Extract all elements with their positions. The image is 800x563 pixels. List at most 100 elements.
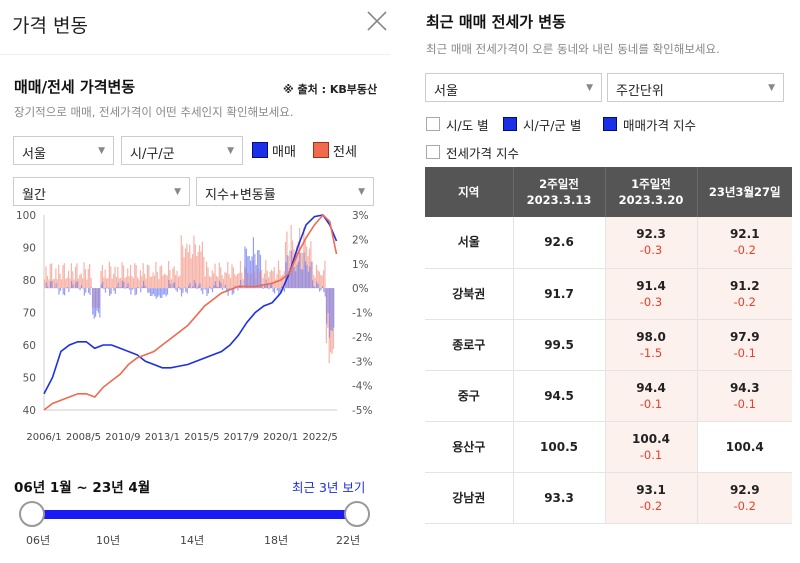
legend-swatch-sale[interactable] bbox=[252, 142, 268, 158]
sale-change-bar bbox=[214, 281, 216, 289]
sale-change-bar bbox=[323, 288, 325, 293]
jeonse-change-bar bbox=[198, 245, 201, 289]
table-row[interactable]: 강북권 91.7 91.4 -0.3 91.2 -0.2 bbox=[425, 268, 792, 320]
sale-change-bar bbox=[240, 279, 242, 289]
jeonse-change-bar bbox=[268, 277, 270, 289]
y-right-tick-label: -4% bbox=[352, 381, 372, 393]
table-header: 2주일전 2023.3.13 bbox=[512, 167, 605, 217]
jeonse-change-bar bbox=[167, 261, 170, 289]
checkbox-by-district[interactable] bbox=[503, 117, 517, 131]
sale-change-bar bbox=[161, 288, 163, 299]
district-select[interactable]: 시/구/군 ▼ bbox=[121, 136, 243, 165]
recent-title: 최근 매매 전세가 변동 bbox=[426, 13, 566, 31]
sale-change-bar bbox=[220, 282, 222, 289]
sale-change-bar bbox=[292, 261, 294, 289]
change-current: -0.1 bbox=[733, 345, 756, 360]
header-2w-date: 2023.3.13 bbox=[526, 193, 592, 207]
slider-track[interactable] bbox=[32, 510, 357, 519]
cell-1w: 93.1 -0.2 bbox=[604, 472, 697, 524]
jeonse-change-bar bbox=[70, 263, 72, 289]
sale-change-bar bbox=[90, 287, 92, 289]
sale-change-bar bbox=[104, 288, 107, 293]
jeonse-change-bar bbox=[120, 277, 122, 289]
value-1w: 94.4 bbox=[636, 380, 666, 395]
header-1w-date: 2023.3.20 bbox=[618, 193, 684, 207]
sale-change-bar bbox=[262, 288, 264, 289]
jeonse-change-bar bbox=[49, 264, 51, 289]
jeonse-change-bar bbox=[263, 273, 265, 289]
recent-3-years-link[interactable]: 최근 3년 보기 bbox=[292, 480, 366, 495]
checkbox-by-province[interactable] bbox=[426, 117, 440, 131]
checkbox-jeonse-index[interactable] bbox=[426, 145, 440, 159]
y-left-tick-label: 80 bbox=[23, 275, 36, 287]
jeonse-change-bar bbox=[182, 245, 184, 289]
sale-change-bar bbox=[51, 281, 53, 289]
sale-change-bar bbox=[303, 252, 305, 289]
recent-region-select[interactable]: 서울 ▼ bbox=[425, 73, 602, 102]
close-icon[interactable] bbox=[366, 10, 390, 34]
y-right-tick-label: 1% bbox=[352, 259, 369, 271]
sale-change-bar bbox=[166, 288, 169, 295]
sale-change-bar bbox=[319, 288, 321, 292]
sale-change-bar bbox=[96, 288, 98, 311]
table-row[interactable]: 용산구 100.5 100.4 -0.1 100.4 bbox=[425, 421, 792, 473]
table-row[interactable]: 서울 92.6 92.3 -0.3 92.1 -0.2 bbox=[425, 217, 792, 269]
jeonse-change-bar bbox=[127, 268, 129, 289]
change-1w: -0.2 bbox=[639, 498, 663, 513]
metric-select[interactable]: 지수+변동률 ▼ bbox=[196, 177, 374, 206]
sale-change-bar bbox=[59, 288, 61, 291]
recent-subtitle: 최근 매매 전세가격이 오른 동네와 내린 동네를 확인해보세요. bbox=[426, 42, 720, 56]
checkbox-by-province-label: 시/도 별 bbox=[446, 118, 489, 133]
slider-start-handle[interactable] bbox=[19, 501, 45, 527]
jeonse-change-bar bbox=[179, 275, 181, 289]
jeonse-change-bar bbox=[215, 275, 218, 289]
source-label: ※ 출처 : KB부동산 bbox=[283, 83, 378, 96]
jeonse-change-bar bbox=[170, 279, 173, 289]
sale-change-bar bbox=[82, 288, 84, 289]
checkbox-sale-index-label: 매매가격 지수 bbox=[623, 118, 696, 133]
recent-period-select[interactable]: 주간단위 ▼ bbox=[607, 73, 784, 102]
sale-change-bar bbox=[333, 288, 335, 328]
sale-change-bar bbox=[183, 287, 185, 289]
chevron-down-icon: ▼ bbox=[768, 83, 775, 93]
sale-change-bar bbox=[113, 288, 115, 291]
jeonse-change-bar bbox=[166, 275, 168, 289]
jeonse-change-bar bbox=[173, 266, 175, 289]
jeonse-change-bar bbox=[87, 268, 89, 289]
jeonse-change-bar bbox=[129, 264, 132, 289]
region-select[interactable]: 서울 ▼ bbox=[13, 136, 114, 165]
value-2w: 99.5 bbox=[544, 337, 574, 352]
slider-end-handle[interactable] bbox=[344, 501, 370, 527]
jeonse-change-bar bbox=[132, 278, 134, 289]
jeonse-change-bar bbox=[184, 248, 187, 289]
value-2w: 93.3 bbox=[544, 490, 574, 505]
sale-change-bar bbox=[120, 287, 122, 289]
table-row[interactable]: 중구 94.5 94.4 -0.1 94.3 -0.1 bbox=[425, 370, 792, 422]
sale-change-bar bbox=[135, 288, 138, 295]
chevron-down-icon: ▼ bbox=[586, 83, 593, 93]
checkbox-sale-index[interactable] bbox=[603, 117, 617, 131]
table-row[interactable]: 강남권 93.3 93.1 -0.2 92.9 -0.2 bbox=[425, 472, 792, 524]
cell-2w: 93.3 bbox=[512, 472, 605, 524]
checkbox-jeonse-index-label: 전세가격 지수 bbox=[446, 146, 519, 161]
sale-change-bar bbox=[89, 288, 91, 295]
sale-change-bar bbox=[227, 288, 229, 296]
table-row[interactable]: 종로구 99.5 98.0 -1.5 97.9 -0.1 bbox=[425, 319, 792, 371]
slider-year-label: 10년 bbox=[96, 534, 121, 547]
legend-swatch-jeonse[interactable] bbox=[313, 142, 329, 158]
jeonse-change-bar bbox=[214, 263, 216, 289]
jeonse-change-bar bbox=[141, 275, 143, 289]
jeonse-change-bar bbox=[191, 254, 194, 289]
jeonse-change-bar bbox=[146, 264, 149, 289]
metric-select-value: 지수+변동률 bbox=[205, 188, 276, 203]
region-name: 강북권 bbox=[452, 286, 486, 301]
sale-change-bar bbox=[124, 288, 126, 289]
sale-change-bar bbox=[204, 288, 207, 290]
sale-change-bar bbox=[123, 281, 125, 289]
cell-current: 92.9 -0.2 bbox=[696, 472, 792, 524]
period-select[interactable]: 월간 ▼ bbox=[13, 177, 190, 206]
sale-change-bar bbox=[100, 284, 102, 289]
sale-change-bar bbox=[266, 284, 269, 289]
jeonse-change-bar bbox=[45, 266, 47, 289]
chevron-down-icon: ▼ bbox=[98, 146, 105, 156]
